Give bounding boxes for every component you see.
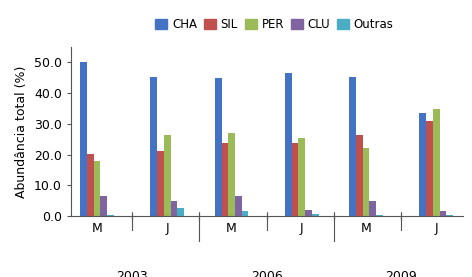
Bar: [285, 73, 292, 216]
Bar: [177, 208, 184, 216]
Bar: [439, 211, 447, 216]
Text: 2006: 2006: [251, 270, 283, 277]
Bar: [101, 196, 107, 216]
Bar: [157, 151, 164, 216]
Bar: [235, 196, 242, 216]
Bar: [94, 161, 101, 216]
Bar: [221, 143, 228, 216]
Bar: [305, 210, 312, 216]
Bar: [228, 133, 235, 216]
Bar: [171, 201, 177, 216]
Bar: [80, 62, 87, 216]
Bar: [151, 77, 157, 216]
Bar: [298, 138, 305, 216]
Bar: [87, 154, 94, 216]
Bar: [349, 77, 356, 216]
Text: 2009: 2009: [385, 270, 417, 277]
Bar: [292, 143, 298, 216]
Y-axis label: Abundância total (%): Abundância total (%): [15, 65, 28, 198]
Text: 2003: 2003: [116, 270, 148, 277]
Bar: [370, 201, 376, 216]
Bar: [242, 211, 248, 216]
Bar: [362, 148, 370, 216]
Bar: [433, 109, 439, 216]
Bar: [107, 214, 114, 216]
Bar: [312, 214, 319, 216]
Bar: [215, 78, 221, 216]
Bar: [420, 113, 426, 216]
Legend: CHA, SIL, PER, CLU, Outras: CHA, SIL, PER, CLU, Outras: [153, 16, 396, 34]
Bar: [426, 121, 433, 216]
Bar: [164, 135, 171, 216]
Bar: [356, 135, 362, 216]
